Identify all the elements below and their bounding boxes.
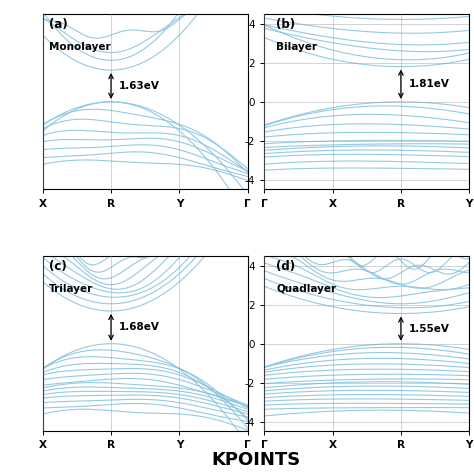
Text: Bilayer: Bilayer bbox=[276, 42, 318, 52]
Text: (b): (b) bbox=[276, 18, 296, 31]
Text: Monolayer: Monolayer bbox=[49, 42, 110, 52]
Text: (a): (a) bbox=[49, 18, 68, 31]
Text: KPOINTS: KPOINTS bbox=[211, 451, 301, 469]
Text: Trilayer: Trilayer bbox=[49, 284, 93, 294]
Text: 1.63eV: 1.63eV bbox=[119, 81, 160, 91]
Text: Quadlayer: Quadlayer bbox=[276, 284, 337, 294]
Text: 1.55eV: 1.55eV bbox=[409, 324, 450, 334]
Text: (c): (c) bbox=[49, 260, 66, 273]
Text: (d): (d) bbox=[276, 260, 296, 273]
Text: 1.68eV: 1.68eV bbox=[119, 322, 160, 332]
Text: 1.81eV: 1.81eV bbox=[409, 79, 450, 89]
